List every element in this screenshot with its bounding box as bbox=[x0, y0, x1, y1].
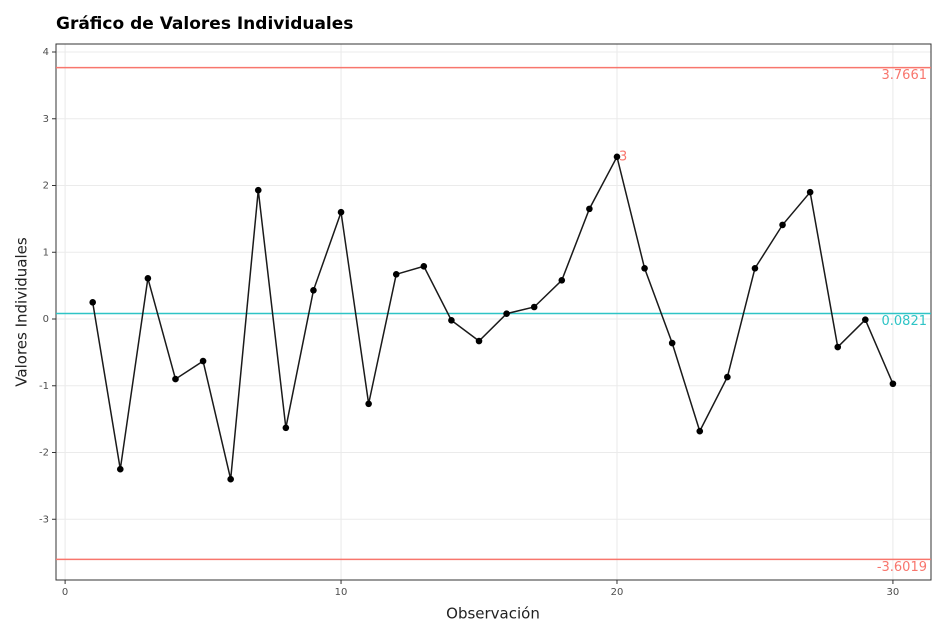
data-point bbox=[144, 274, 152, 282]
y-axis-label: Valores Individuales bbox=[13, 237, 31, 387]
x-tick-label: 0 bbox=[62, 587, 68, 598]
y-tick-label: -1 bbox=[39, 381, 49, 392]
data-point bbox=[475, 337, 483, 345]
data-point bbox=[834, 343, 842, 351]
data-point bbox=[227, 475, 234, 483]
data-point bbox=[586, 205, 593, 213]
data-point bbox=[641, 264, 648, 272]
control-line-label: 3.7661 bbox=[882, 68, 928, 83]
data-point bbox=[310, 287, 317, 294]
data-point bbox=[116, 465, 124, 473]
y-tick-label: 2 bbox=[43, 181, 49, 192]
data-point bbox=[172, 375, 179, 383]
data-point bbox=[613, 153, 621, 161]
data-point bbox=[337, 208, 345, 216]
y-tick-label: -3 bbox=[39, 514, 49, 525]
data-point bbox=[199, 357, 207, 365]
data-point bbox=[254, 186, 262, 194]
control-line-label: 0.0821 bbox=[882, 314, 928, 329]
chart-title: Gráfico de Valores Individuales bbox=[56, 14, 353, 34]
data-point bbox=[806, 188, 814, 196]
data-point bbox=[696, 427, 704, 435]
data-point bbox=[503, 310, 510, 317]
data-point bbox=[420, 262, 428, 270]
data-point bbox=[558, 276, 566, 284]
data-point bbox=[724, 373, 731, 381]
data-point bbox=[282, 424, 290, 432]
x-axis-label: Observación bbox=[446, 605, 540, 623]
control-line-label: -3.6019 bbox=[877, 560, 927, 575]
x-tick-label: 30 bbox=[887, 587, 900, 598]
data-point bbox=[862, 316, 869, 323]
y-tick-label: 3 bbox=[43, 114, 49, 125]
plot-border bbox=[55, 43, 932, 581]
data-point bbox=[448, 317, 455, 324]
data-point bbox=[668, 339, 676, 347]
series-line bbox=[91, 154, 894, 480]
y-tick-label: 0 bbox=[43, 314, 49, 325]
y-tick-label: -2 bbox=[39, 448, 49, 459]
y-tick-label: 4 bbox=[43, 47, 49, 58]
data-point bbox=[365, 400, 372, 408]
data-point bbox=[89, 299, 96, 306]
data-point bbox=[751, 264, 759, 272]
data-point bbox=[392, 270, 400, 278]
data-point bbox=[779, 221, 786, 229]
data-point bbox=[530, 303, 538, 311]
data-point bbox=[889, 380, 897, 388]
annotation: 3 bbox=[619, 149, 627, 164]
x-tick-label: 10 bbox=[335, 587, 348, 598]
x-tick-label: 20 bbox=[611, 587, 624, 598]
y-tick-label: 1 bbox=[43, 247, 49, 258]
